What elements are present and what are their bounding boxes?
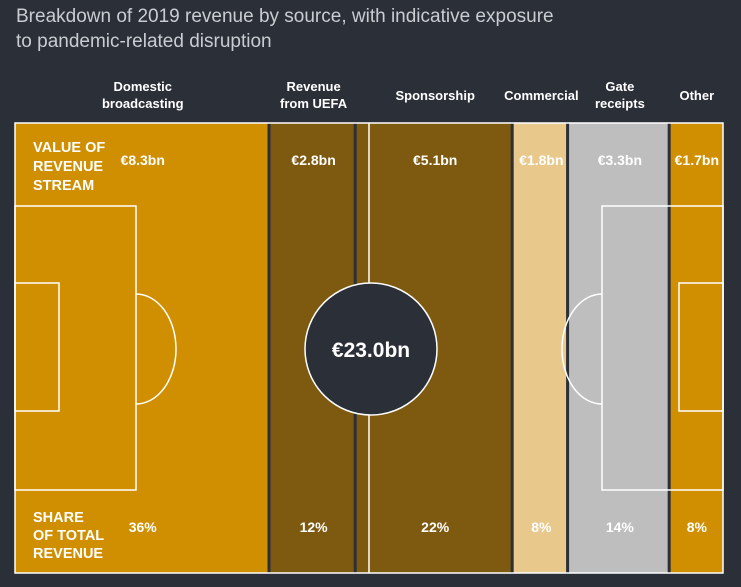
category-label-0-1: broadcasting	[102, 96, 184, 111]
share-label-4: 14%	[606, 519, 635, 535]
category-label-4-1: receipts	[595, 96, 645, 111]
chart-title-line-2: to pandemic-related disruption	[16, 31, 272, 52]
value-row-label: VALUE OF REVENUE STREAM	[33, 140, 105, 194]
share-label-3: 8%	[531, 519, 552, 535]
right-goal-box	[678, 282, 724, 412]
total-circle	[304, 282, 438, 416]
pitch-markings	[14, 122, 724, 574]
value-row-label-line-2: REVENUE	[33, 159, 103, 175]
category-label-4-0: Gate	[605, 79, 634, 94]
value-label-5: €1.7bn	[675, 152, 719, 168]
share-label-2: 22%	[421, 519, 450, 535]
bar-4	[569, 123, 668, 573]
value-label-2: €5.1bn	[413, 152, 457, 168]
share-row-label-line-2: OF TOTAL	[33, 528, 104, 544]
right-penalty-arc	[561, 293, 603, 405]
bar-0	[15, 123, 268, 573]
share-row-label: SHARE OF TOTAL REVENUE	[33, 510, 104, 562]
value-label-4: €3.3bn	[598, 152, 642, 168]
left-penalty-arc	[135, 293, 177, 405]
value-row-label-line-1: VALUE OF	[33, 140, 105, 156]
share-label-0: 36%	[129, 519, 158, 535]
category-label-5-0: Other	[679, 88, 714, 103]
category-label-2-0: Sponsorship	[395, 88, 475, 103]
value-label-3: €1.8bn	[519, 152, 563, 168]
share-row-label-line-1: SHARE	[33, 510, 84, 526]
bar-3	[513, 123, 567, 573]
chart-title-line-1: Breakdown of 2019 revenue by source, wit…	[16, 6, 554, 27]
left-goal-box	[14, 282, 60, 412]
share-row-label-line-3: REVENUE	[33, 546, 103, 562]
value-label-1: €2.8bn	[291, 152, 335, 168]
category-label-3-0: Commercial	[504, 88, 578, 103]
revenue-bars	[15, 123, 723, 573]
category-label-1-1: from UEFA	[280, 96, 348, 111]
total-label: €23.0bn	[332, 339, 410, 362]
category-label-0-0: Domestic	[113, 79, 172, 94]
value-labels: €8.3bn €2.8bn €5.1bn €1.8bn €3.3bn €1.7bn	[121, 152, 719, 168]
category-label-1-0: Revenue	[286, 79, 340, 94]
share-labels: 36% 12% 22% 8% 14% 8%	[129, 519, 708, 535]
value-row-label-line-3: STREAM	[33, 178, 94, 194]
share-label-5: 8%	[687, 519, 708, 535]
value-label-0: €8.3bn	[121, 152, 165, 168]
category-labels: Domestic broadcasting Revenue from UEFA Spon…	[102, 79, 714, 111]
share-label-1: 12%	[300, 519, 329, 535]
